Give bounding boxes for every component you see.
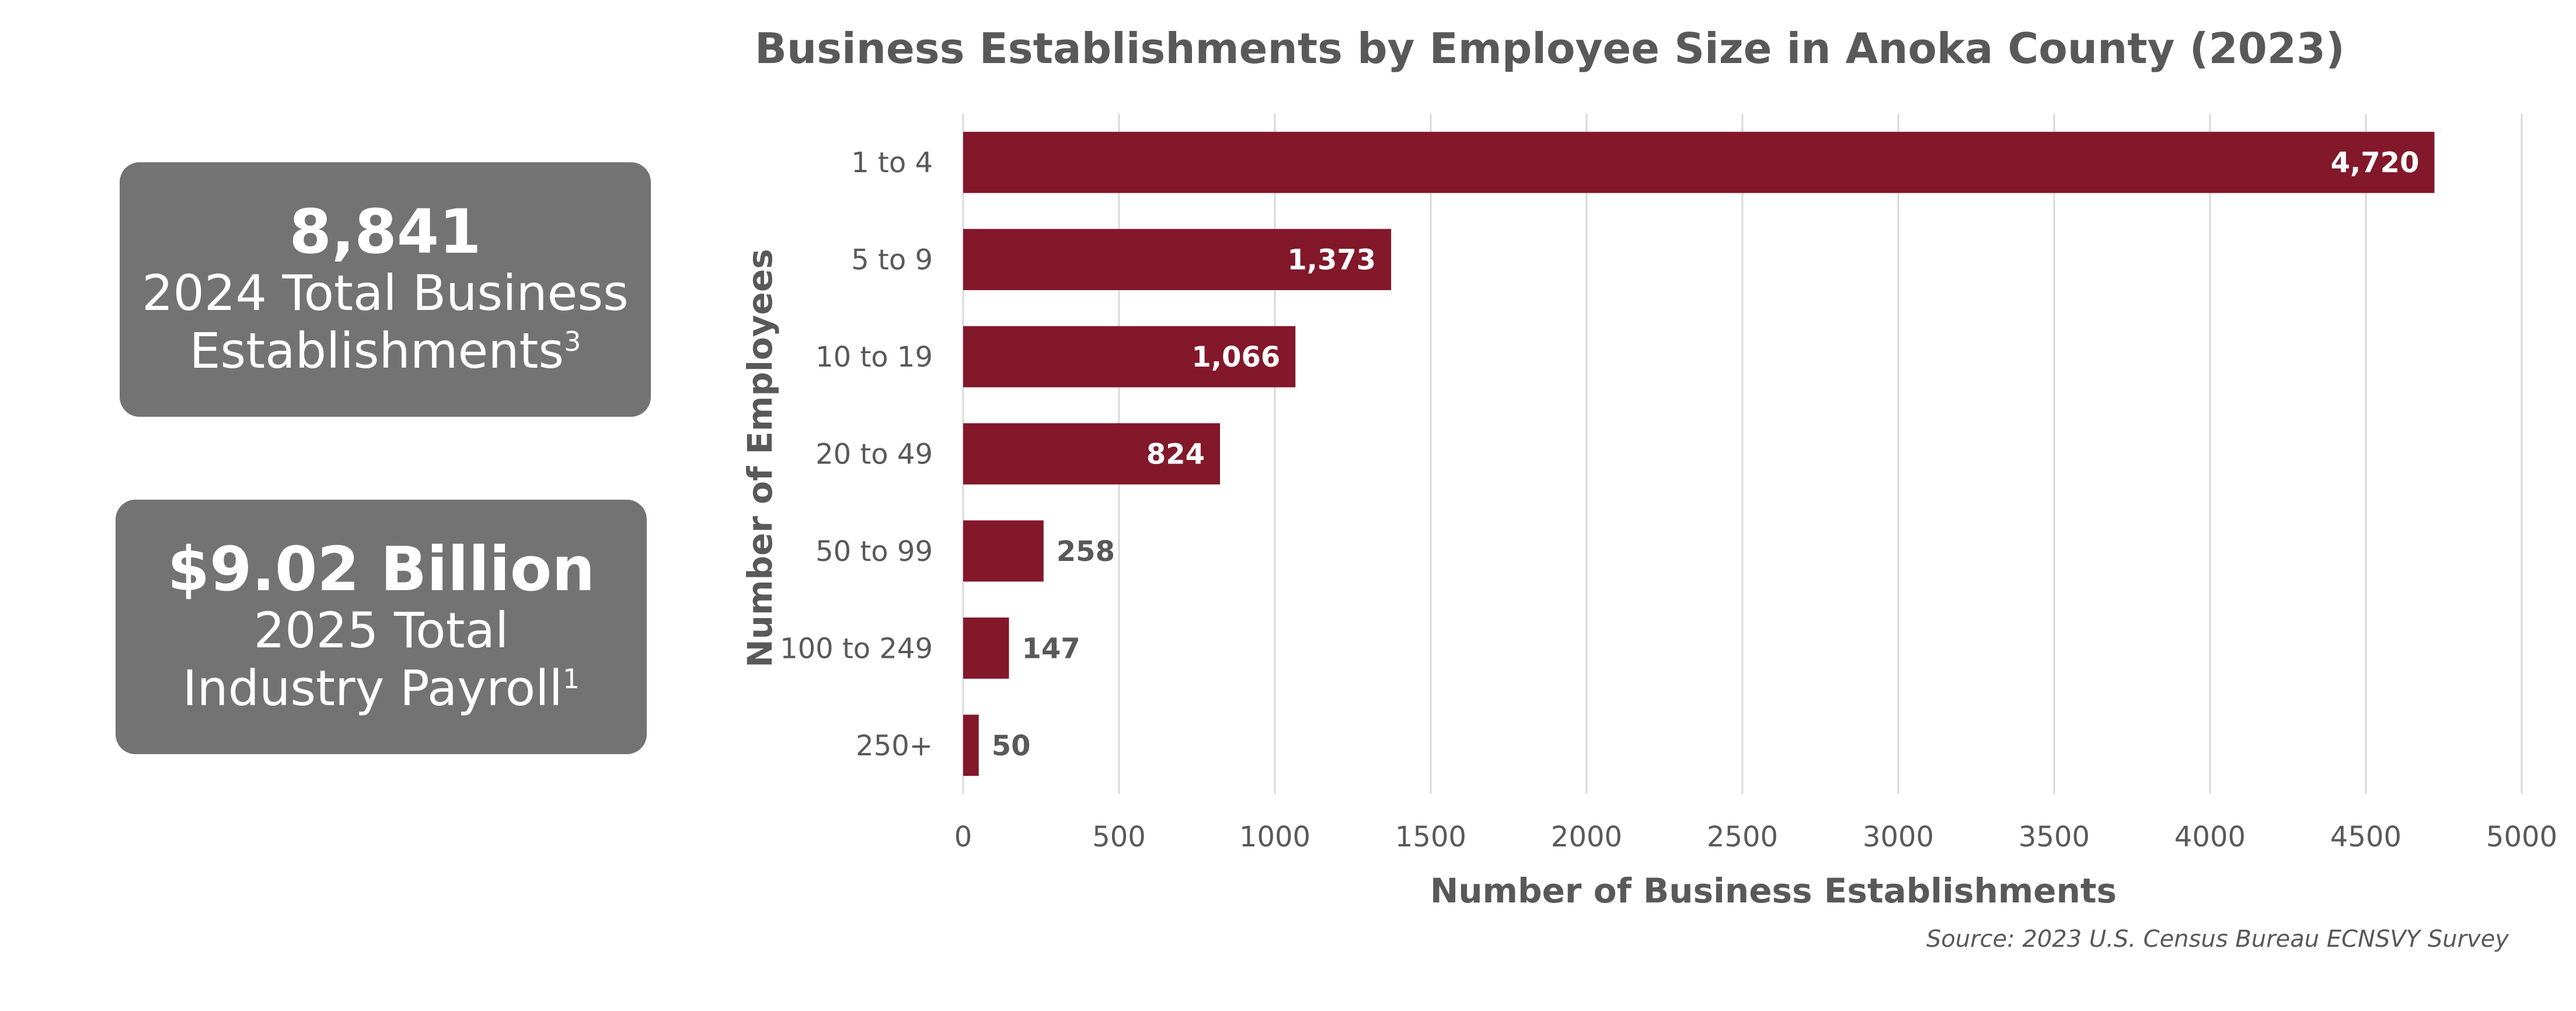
footnote-marker: 1 [562,663,580,695]
x-tick-label: 2000 [1551,821,1622,853]
stat-label-line1: 2025 Total [253,602,509,660]
data-label: 50 [992,730,1031,762]
y-axis-title: Number of Employees [740,249,780,668]
x-tick-label: 3000 [1863,821,1934,853]
category-label: 5 to 9 [851,244,933,277]
category-label: 20 to 49 [815,438,933,471]
bar [963,423,1221,484]
data-label: 1,373 [1287,244,1376,277]
stat-label-text: Establishments [189,322,564,380]
category-label: 50 to 99 [815,535,933,568]
stat-label-line2: Industry Payroll1 [183,660,580,717]
x-tick-label: 1500 [1395,821,1466,853]
x-axis-title: Number of Business Establishments [1430,871,2117,911]
x-tick-label: 2500 [1707,821,1778,853]
bar [963,229,1392,291]
x-tick-label: 0 [954,821,972,853]
stat-label-line1: 2024 Total Business [142,264,629,322]
category-label: 10 to 19 [815,341,933,374]
data-label: 258 [1057,535,1115,568]
x-tick-label: 4500 [2330,821,2401,853]
category-label: 250+ [856,730,933,762]
x-tick-label: 1000 [1239,821,1310,853]
x-tick-label: 500 [1092,821,1146,853]
bar [963,131,2435,193]
category-label: 1 to 4 [851,147,933,179]
bar [963,617,1009,679]
data-label: 147 [1022,632,1080,665]
stat-card-establishments: 8,841 2024 Total Business Establishments… [120,162,651,417]
stat-card-payroll: $9.02 Billion 2025 Total Industry Payrol… [116,500,647,754]
data-label: 824 [1146,438,1205,471]
stat-label-line2: Establishments3 [189,322,581,380]
data-label: 4,720 [2331,147,2420,179]
bar [963,714,979,776]
bar [963,326,1296,388]
x-tick-label: 3500 [2019,821,2090,853]
bars: 4,720 1,373 1,066 824 258 147 50 [963,131,2435,776]
source-note: Source: 2023 U.S. Census Bureau ECNSVY S… [1926,926,2509,953]
x-tick-label: 4000 [2174,821,2246,853]
x-tick-labels: 0 500 1000 1500 2000 2500 3000 3500 4000 4500 5000 [954,821,2557,853]
data-label: 1,066 [1191,341,1280,374]
category-label: 100 to 249 [780,632,933,665]
stat-value: $9.02 Billion [167,533,595,605]
category-labels: 1 to 4 5 to 9 10 to 19 20 to 49 50 to 99 100 … [780,147,933,762]
chart-title: Business Establishments by Employee Size… [755,24,2345,73]
stat-label-text: Industry Payroll [182,660,563,717]
bar [963,520,1044,582]
x-tick-label: 5000 [2486,821,2557,853]
footnote-marker: 3 [564,326,581,358]
stat-value: 8,841 [289,196,482,267]
